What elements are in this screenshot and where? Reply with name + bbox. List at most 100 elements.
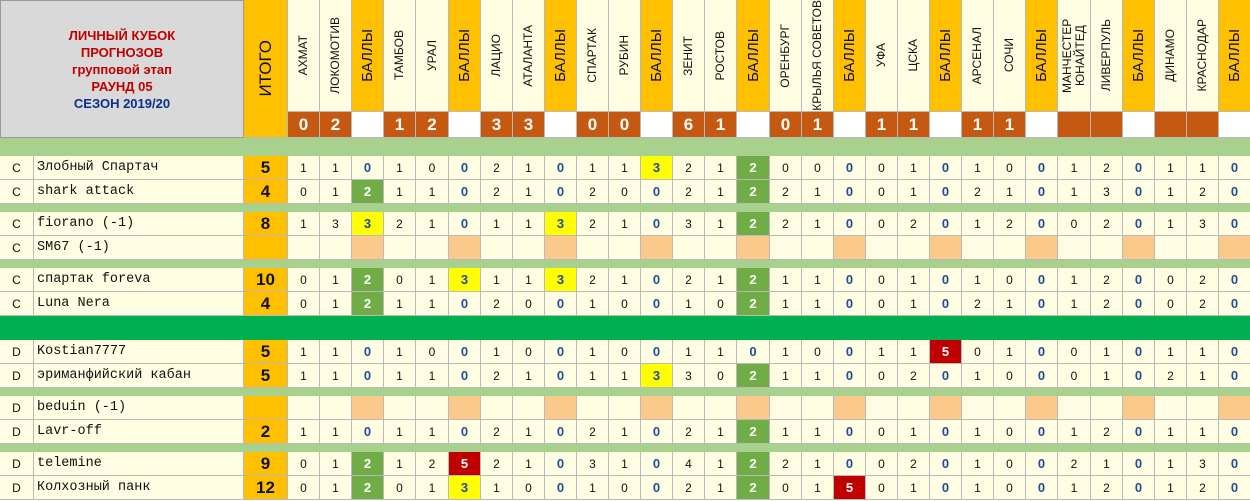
team-header: ЦСКА — [898, 0, 930, 112]
team-header: ОРЕНБУРГ — [770, 0, 802, 112]
group-label: D — [0, 396, 34, 420]
points-cell: 0 — [834, 156, 866, 180]
prediction-cell: 2 — [1091, 292, 1123, 316]
prediction-cell: 1 — [320, 476, 352, 500]
points-cell: 0 — [1026, 364, 1058, 388]
prediction-cell: 1 — [673, 340, 705, 364]
title-line-2: ПРОГНОЗОВ — [80, 44, 164, 60]
prediction-cell — [1155, 396, 1187, 420]
prediction-cell — [898, 236, 930, 260]
prediction-cell: 1 — [1058, 156, 1091, 180]
points-cell: 0 — [641, 212, 673, 236]
team-name: РОСТОВ — [713, 30, 727, 81]
points-cell — [545, 236, 577, 260]
points-cell — [545, 396, 577, 420]
points-header-label: БАЛЛЫ — [1130, 29, 1147, 82]
team-header: СОЧИ — [994, 0, 1026, 112]
team-name: АТАЛАНТА — [521, 24, 535, 87]
player-name: спартак foreva — [34, 268, 244, 292]
group-label: C — [0, 292, 34, 316]
points-cell: 0 — [1123, 420, 1155, 444]
points-cell: 0 — [1123, 340, 1155, 364]
match-score: 3 — [513, 112, 545, 138]
prediction-cell — [770, 236, 802, 260]
points-cell: 0 — [1026, 268, 1058, 292]
prediction-cell: 1 — [416, 364, 449, 388]
points-cell: 2 — [352, 268, 384, 292]
points-header-label: БАЛЛЫ — [1033, 29, 1050, 82]
prediction-cell: 0 — [705, 364, 737, 388]
points-cell: 0 — [352, 420, 384, 444]
points-header: БАЛЛЫ — [737, 0, 770, 112]
player-total: 5 — [244, 364, 288, 388]
prediction-cell: 1 — [898, 476, 930, 500]
prediction-cell: 2 — [1091, 268, 1123, 292]
points-cell: 0 — [449, 156, 481, 180]
team-name: ТАМБОВ — [392, 30, 406, 81]
prediction-cell — [1058, 396, 1091, 420]
points-header-score-cell — [930, 112, 962, 138]
prediction-cell: 0 — [288, 476, 320, 500]
prediction-cell: 2 — [1155, 364, 1187, 388]
team-header: УРАЛ — [416, 0, 449, 112]
player-total: 12 — [244, 476, 288, 500]
prediction-cell: 1 — [802, 452, 834, 476]
points-header: БАЛЛЫ — [1219, 0, 1250, 112]
points-cell: 0 — [449, 364, 481, 388]
team-header: ДИНАМО — [1155, 0, 1187, 112]
prediction-cell: 1 — [705, 452, 737, 476]
prediction-cell: 1 — [1091, 340, 1123, 364]
prediction-cell: 1 — [1091, 364, 1123, 388]
prediction-cell: 1 — [1155, 340, 1187, 364]
prediction-cell — [416, 236, 449, 260]
prediction-cell: 1 — [1155, 420, 1187, 444]
points-cell: 2 — [352, 452, 384, 476]
team-header: АХМАТ — [288, 0, 320, 112]
points-header: БАЛЛЫ — [352, 0, 384, 112]
prediction-cell: 2 — [481, 292, 513, 316]
prediction-cell: 1 — [770, 268, 802, 292]
points-cell: 0 — [1123, 292, 1155, 316]
prediction-cell: 1 — [898, 292, 930, 316]
prediction-cell: 2 — [898, 452, 930, 476]
points-header-label: БАЛЛЫ — [456, 29, 473, 82]
points-cell: 0 — [1219, 268, 1250, 292]
points-cell: 0 — [641, 340, 673, 364]
points-header-score-cell — [352, 112, 384, 138]
prediction-cell: 0 — [866, 212, 898, 236]
points-cell: 2 — [737, 268, 770, 292]
points-cell: 0 — [1219, 180, 1250, 204]
points-header-score-cell — [834, 112, 866, 138]
prediction-cell: 0 — [513, 340, 545, 364]
prediction-cell: 1 — [513, 420, 545, 444]
prediction-cell: 1 — [416, 420, 449, 444]
prediction-cell: 0 — [866, 364, 898, 388]
prediction-cell: 2 — [1187, 268, 1219, 292]
match-score: 1 — [705, 112, 737, 138]
points-header-label: БАЛЛЫ — [359, 29, 376, 82]
prediction-cell: 1 — [898, 420, 930, 444]
prediction-cell: 1 — [288, 340, 320, 364]
prediction-cell: 2 — [1091, 476, 1123, 500]
prediction-cell: 1 — [609, 212, 641, 236]
points-cell: 0 — [930, 476, 962, 500]
prediction-cell: 0 — [962, 340, 994, 364]
points-cell: 0 — [1026, 420, 1058, 444]
prediction-cell: 0 — [705, 292, 737, 316]
points-cell: 0 — [930, 268, 962, 292]
prediction-cell: 2 — [673, 476, 705, 500]
prediction-cell: 1 — [513, 364, 545, 388]
points-cell: 0 — [834, 180, 866, 204]
match-score: 1 — [384, 112, 416, 138]
prediction-cell: 1 — [962, 452, 994, 476]
points-header: БАЛЛЫ — [930, 0, 962, 112]
prediction-cell: 1 — [384, 292, 416, 316]
points-cell: 2 — [352, 292, 384, 316]
group-label: D — [0, 340, 34, 364]
prediction-cell: 0 — [802, 340, 834, 364]
prediction-cell — [866, 236, 898, 260]
prediction-cell: 1 — [962, 364, 994, 388]
points-cell: 0 — [449, 212, 481, 236]
points-cell — [641, 396, 673, 420]
group-label: D — [0, 452, 34, 476]
